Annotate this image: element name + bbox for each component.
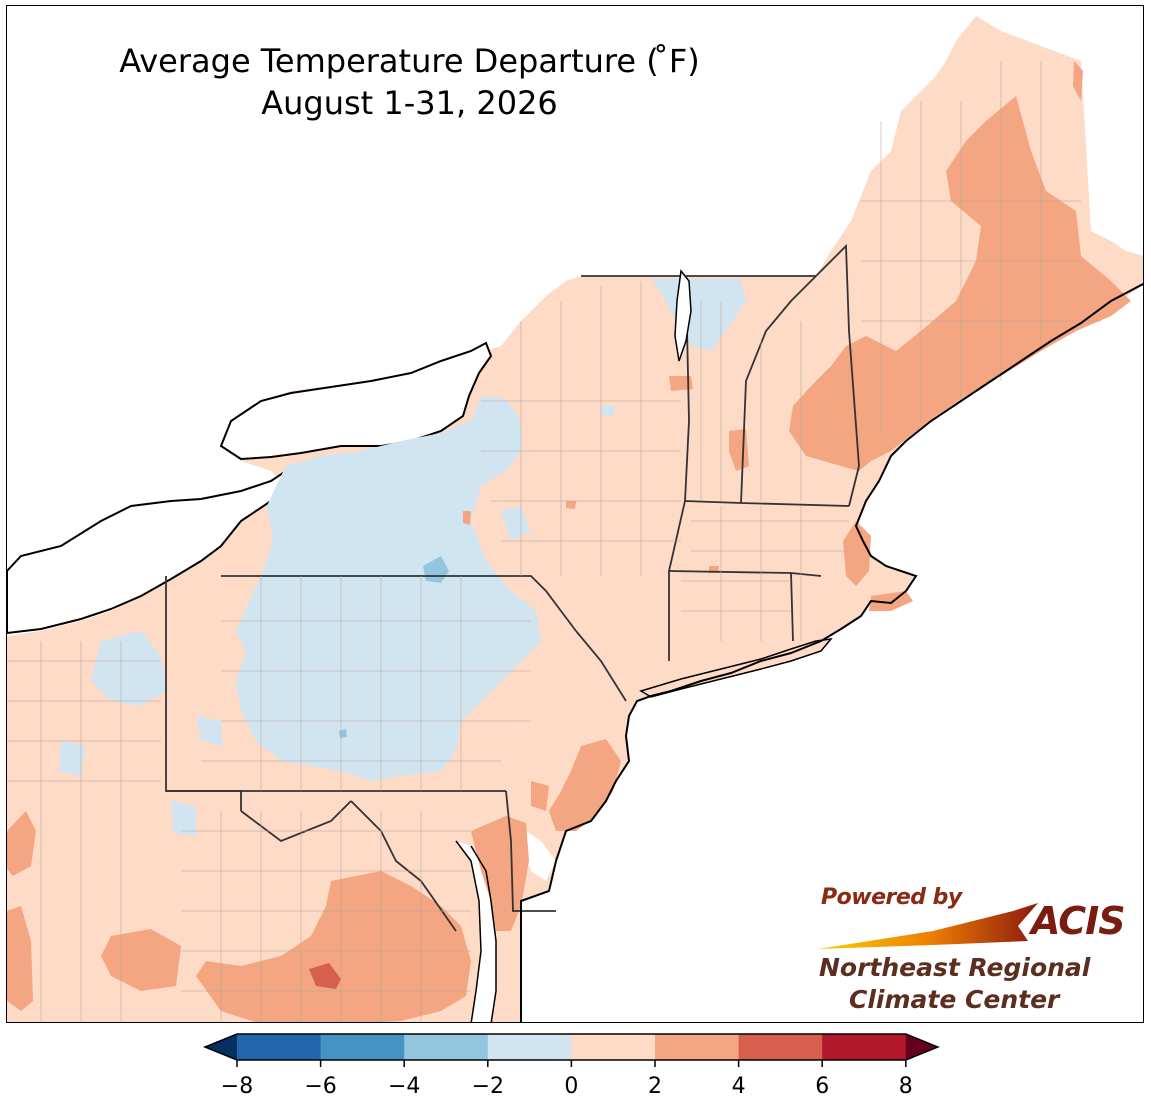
map-frame: Average Temperature Departure ( ̊F) Augu… [6, 5, 1144, 1023]
coastline [520, 282, 1143, 1022]
colorbar-bin [738, 1034, 823, 1060]
chesapeake-bay [456, 841, 496, 1022]
colorbar-tick-label: −4 [388, 1074, 420, 1099]
colorbar-under-arrow [205, 1034, 237, 1060]
land-mass [7, 16, 1143, 1022]
colorbar-tick-label: 0 [564, 1074, 578, 1099]
colorbar-bin [237, 1034, 322, 1060]
county-lines [7, 61, 1101, 1022]
colorbar-bin [571, 1034, 656, 1060]
bay-coastline [455, 840, 497, 1022]
colorbar-tick-label: 6 [815, 1074, 829, 1099]
acis-swoosh-graphic [818, 903, 1038, 949]
above-normal-areas [7, 61, 1131, 1022]
colorbar-tick-label: 2 [648, 1074, 662, 1099]
lake-champlain [674, 269, 692, 362]
colorbar: −8 −6 −4 −2 0 2 4 6 8 [203, 1033, 940, 1099]
acis-wordmark: ACIS [1031, 899, 1126, 943]
lake-ontario [219, 341, 493, 461]
colorbar-over-arrow [905, 1034, 938, 1060]
colorbar-tick-label: −2 [472, 1074, 504, 1099]
delaware-bay [523, 831, 556, 881]
colorbar-tick-label: 8 [899, 1074, 913, 1099]
powered-by-text: Powered by [821, 885, 962, 910]
org-name-line2: Climate Center [849, 985, 1060, 1014]
colorbar-bin [822, 1034, 907, 1060]
acis-logo: Powered by ACIS Northeast Regional Clima… [813, 881, 1133, 1021]
colorbar-tick-label: 4 [732, 1074, 746, 1099]
ocean [521, 301, 1143, 1022]
long-island [639, 638, 833, 698]
colorbar-tick-label: −8 [221, 1074, 253, 1099]
much-above-normal-spot [309, 963, 341, 989]
org-name-line1: Northeast Regional [819, 953, 1091, 982]
below-normal-areas [59, 279, 746, 836]
map-canvas [7, 16, 1143, 1022]
colorbar-bin [487, 1034, 572, 1060]
map-subtitle: August 1-31, 2026 [261, 84, 558, 122]
colorbar-bin [655, 1034, 740, 1060]
colorbar-bin [320, 1034, 405, 1060]
colorbar-tick-label: −6 [304, 1074, 336, 1099]
colorbar-bin [404, 1034, 489, 1060]
map-title: Average Temperature Departure ( ̊F) [119, 42, 700, 80]
